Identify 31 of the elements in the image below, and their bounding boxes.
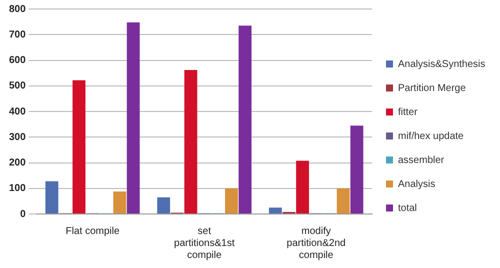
bar: [45, 181, 58, 214]
legend-label: Analysis&Synthesis: [398, 58, 486, 70]
legend-label: total: [398, 202, 417, 214]
bar: [336, 188, 350, 214]
legend-label: Partition Merge: [398, 82, 466, 94]
bar: [238, 26, 252, 214]
bar: [157, 197, 170, 214]
bar: [225, 188, 238, 214]
x-tick-label: Flat compile: [66, 226, 120, 237]
y-tick-label: 400: [8, 106, 26, 118]
bar: [296, 160, 309, 214]
legend-label: Analysis: [398, 178, 436, 190]
legend-label: assembler: [398, 154, 445, 166]
bar: [126, 22, 140, 214]
x-tick-label: modify partition&2nd compile: [286, 226, 346, 261]
y-tick-label: 700: [8, 29, 26, 40]
legend-label: mif/hex update: [398, 130, 464, 142]
legend-label: fitter: [398, 106, 418, 118]
y-tick-label: 800: [8, 4, 26, 15]
bar: [72, 80, 86, 214]
y-tick-label: 0: [20, 208, 26, 220]
bar: [268, 208, 282, 214]
y-tick-label: 600: [8, 55, 26, 66]
y-tick-label: 100: [8, 183, 26, 194]
x-tick-label: set partitions&1st compile: [174, 226, 235, 261]
bar: [184, 70, 198, 214]
y-tick-label: 300: [8, 132, 26, 143]
bar: [113, 191, 126, 214]
bar: [350, 126, 364, 214]
y-tick-label: 500: [8, 80, 26, 92]
y-tick-label: 200: [8, 158, 26, 168]
